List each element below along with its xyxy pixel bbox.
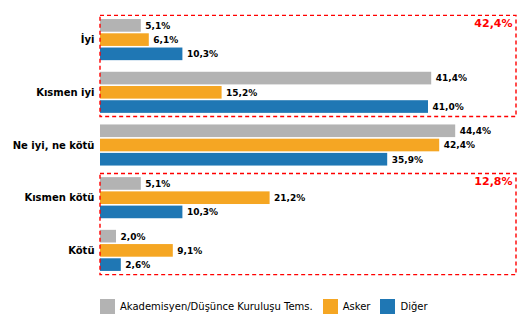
svg-text:2,6%: 2,6%	[125, 260, 150, 270]
svg-text:Kısmen kötü: Kısmen kötü	[24, 192, 94, 203]
svg-text:Kötü: Kötü	[68, 245, 94, 256]
svg-text:41,0%: 41,0%	[433, 102, 464, 112]
svg-text:42,4%: 42,4%	[444, 140, 475, 150]
svg-text:15,2%: 15,2%	[226, 88, 257, 98]
html-text:Asker: Asker	[342, 301, 371, 312]
html-text:Diğer: Diğer	[400, 301, 428, 312]
svg-text:İyi: İyi	[81, 32, 95, 45]
svg-text:12,8%: 12,8%	[474, 175, 512, 188]
html-text:Akademisyen/Düşünce Kuruluşu T: Akademisyen/Düşünce Kuruluşu Tems.	[120, 301, 313, 312]
svg-text:42,4%: 42,4%	[474, 17, 512, 30]
svg-text:44,4%: 44,4%	[460, 126, 491, 136]
svg-text:35,9%: 35,9%	[392, 155, 423, 165]
svg-text:10,3%: 10,3%	[187, 207, 218, 217]
svg-text:5,1%: 5,1%	[145, 179, 170, 189]
svg-text:41,4%: 41,4%	[436, 73, 467, 83]
svg-text:10,3%: 10,3%	[187, 49, 218, 59]
svg-text:6,1%: 6,1%	[153, 35, 178, 45]
svg-text:5,1%: 5,1%	[145, 21, 170, 31]
svg-text:9,1%: 9,1%	[177, 246, 202, 256]
svg-text:21,2%: 21,2%	[274, 193, 305, 203]
svg-text:Ne iyi, ne kötü: Ne iyi, ne kötü	[13, 140, 95, 151]
svg-text:2,0%: 2,0%	[121, 232, 146, 242]
svg-text:Kısmen iyi: Kısmen iyi	[36, 87, 94, 98]
